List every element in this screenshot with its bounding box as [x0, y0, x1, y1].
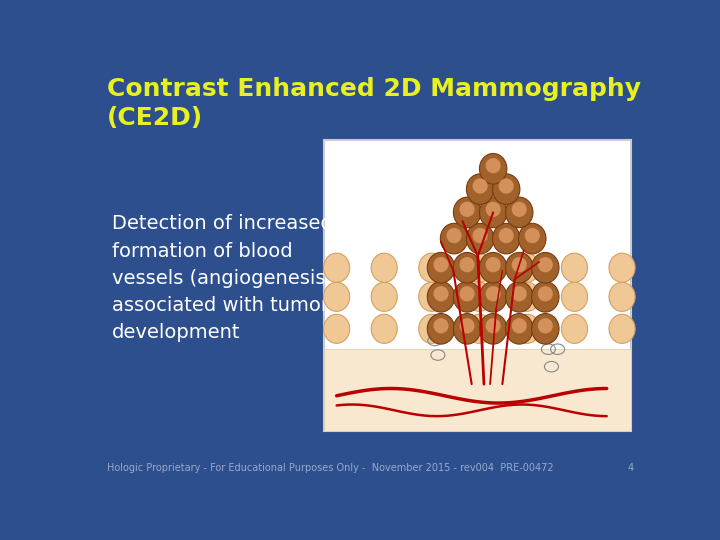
Ellipse shape — [531, 252, 559, 283]
Ellipse shape — [433, 286, 449, 301]
Ellipse shape — [609, 314, 635, 343]
Ellipse shape — [419, 314, 445, 343]
Ellipse shape — [467, 174, 494, 205]
Text: Hologic Proprietary - For Educational Purposes Only -  November 2015 - rev004  P: Hologic Proprietary - For Educational Pu… — [107, 463, 554, 473]
Ellipse shape — [446, 228, 462, 243]
Ellipse shape — [467, 253, 492, 282]
Ellipse shape — [323, 253, 350, 282]
Bar — [324, 349, 631, 431]
Ellipse shape — [485, 286, 500, 301]
Ellipse shape — [499, 228, 514, 243]
Ellipse shape — [454, 281, 481, 312]
Ellipse shape — [518, 224, 546, 254]
Ellipse shape — [514, 314, 540, 343]
Ellipse shape — [485, 202, 500, 217]
Ellipse shape — [459, 318, 474, 333]
Ellipse shape — [485, 257, 500, 272]
Ellipse shape — [480, 314, 507, 344]
Ellipse shape — [514, 253, 540, 282]
Ellipse shape — [531, 314, 559, 344]
Ellipse shape — [512, 257, 527, 272]
Ellipse shape — [505, 314, 533, 344]
Ellipse shape — [427, 314, 454, 344]
Ellipse shape — [454, 197, 481, 228]
Ellipse shape — [538, 318, 553, 333]
Ellipse shape — [480, 281, 507, 312]
Ellipse shape — [525, 228, 540, 243]
Text: Detection of increased
formation of blood
vessels (angiogenesis)
associated with: Detection of increased formation of bloo… — [112, 214, 333, 342]
Ellipse shape — [454, 252, 481, 283]
Ellipse shape — [467, 224, 494, 254]
Ellipse shape — [480, 153, 507, 184]
Ellipse shape — [323, 314, 350, 343]
Ellipse shape — [433, 257, 449, 272]
Ellipse shape — [323, 282, 350, 312]
Ellipse shape — [505, 281, 533, 312]
Ellipse shape — [427, 252, 454, 283]
Ellipse shape — [609, 253, 635, 282]
FancyBboxPatch shape — [324, 140, 631, 431]
Ellipse shape — [499, 178, 514, 194]
Ellipse shape — [512, 318, 527, 333]
Ellipse shape — [459, 286, 474, 301]
Ellipse shape — [538, 257, 553, 272]
Ellipse shape — [480, 252, 507, 283]
Ellipse shape — [531, 281, 559, 312]
Ellipse shape — [492, 174, 520, 205]
Ellipse shape — [467, 282, 492, 312]
Ellipse shape — [562, 314, 588, 343]
Ellipse shape — [505, 197, 533, 228]
Ellipse shape — [372, 314, 397, 343]
Ellipse shape — [485, 318, 500, 333]
Ellipse shape — [609, 282, 635, 312]
Ellipse shape — [562, 282, 588, 312]
Ellipse shape — [419, 282, 445, 312]
Ellipse shape — [562, 253, 588, 282]
Ellipse shape — [454, 314, 481, 344]
Ellipse shape — [514, 282, 540, 312]
Ellipse shape — [472, 178, 487, 194]
Ellipse shape — [433, 318, 449, 333]
Ellipse shape — [459, 202, 474, 217]
Ellipse shape — [427, 281, 454, 312]
Text: Contrast Enhanced 2D Mammography
(CE2D): Contrast Enhanced 2D Mammography (CE2D) — [107, 77, 641, 130]
Ellipse shape — [441, 224, 468, 254]
Ellipse shape — [492, 224, 520, 254]
Ellipse shape — [372, 253, 397, 282]
Ellipse shape — [512, 286, 527, 301]
Ellipse shape — [485, 158, 500, 173]
Ellipse shape — [538, 286, 553, 301]
Ellipse shape — [372, 282, 397, 312]
Ellipse shape — [419, 253, 445, 282]
Ellipse shape — [467, 314, 492, 343]
Ellipse shape — [512, 202, 527, 217]
Ellipse shape — [505, 252, 533, 283]
Ellipse shape — [480, 197, 507, 228]
Ellipse shape — [459, 257, 474, 272]
Ellipse shape — [472, 228, 487, 243]
Text: 4: 4 — [628, 463, 634, 473]
